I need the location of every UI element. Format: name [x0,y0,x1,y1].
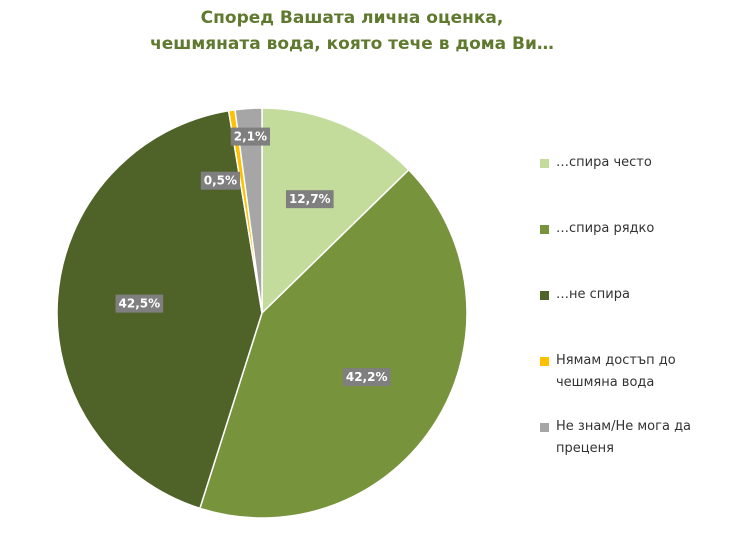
legend-item: Не знам/Не мога да преценя [540,416,710,482]
value-label-box [285,190,334,209]
legend-label: …спира често [556,155,652,170]
legend-swatch [540,159,549,168]
value-label-text: 2,1% [234,130,267,144]
legend: …спира често …спира рядко …не спира Нямам д… [540,152,710,482]
pie-slice [261,107,410,315]
legend-swatch [540,291,549,300]
pie-slice [198,168,468,519]
legend-item: …спира често [540,152,710,218]
value-label-text: 0,5% [204,174,237,188]
value-label-box [200,171,241,190]
legend-item: …не спира [540,284,710,350]
legend-swatch [540,423,549,432]
legend-swatch [540,225,549,234]
value-label-box [115,294,164,313]
pie-slice [234,107,263,314]
chart-title: чешмяната вода, която тече в дома Ви… [150,34,554,54]
value-label-text: 42,5% [119,297,161,311]
value-label: 42,2% [342,368,391,387]
legend-item: Нямам достъп до чешмяна вода [540,350,710,416]
value-label-box [230,127,271,146]
value-label-text: 12,7% [289,192,331,206]
value-label: 42,5% [115,294,164,313]
value-label: 2,1% [230,127,271,146]
value-label-text: 42,2% [346,370,388,384]
legend-label: …спира рядко [556,221,655,236]
legend-item: …спира рядко [540,218,710,284]
chart-title: Според Вашата лична оценка, [201,8,504,28]
legend-swatch [540,357,549,366]
legend-label: …не спира [556,287,630,302]
value-label-box [342,368,391,387]
legend-label: Не знам/Не мога да преценя [556,419,692,456]
value-label: 12,7% [285,190,334,209]
legend-label: Нямам достъп до чешмяна вода [556,353,676,390]
value-label: 0,5% [200,171,241,190]
